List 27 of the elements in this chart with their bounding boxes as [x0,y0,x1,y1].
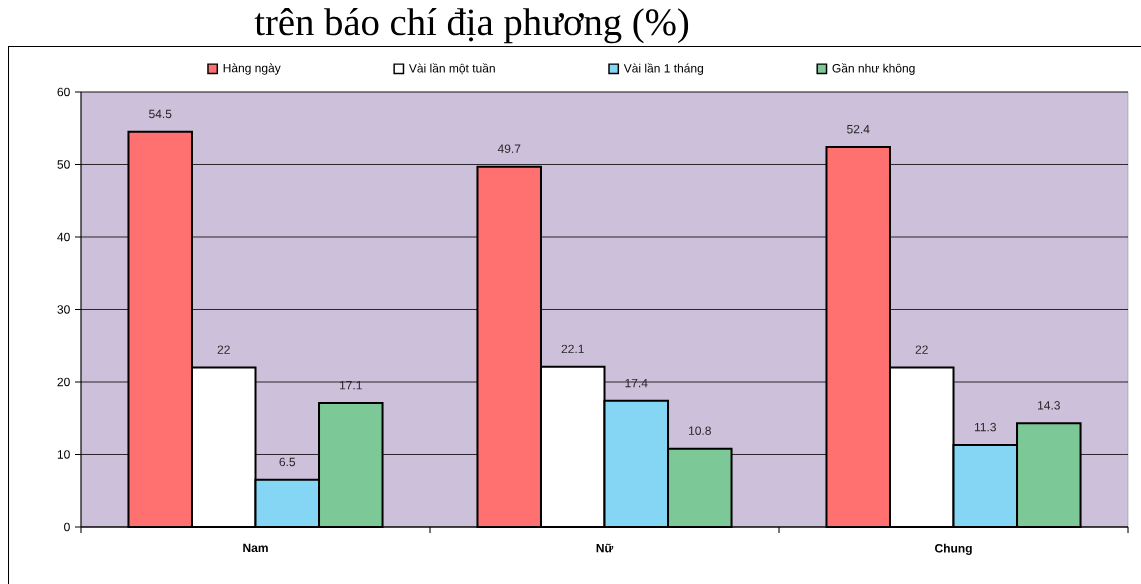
y-tick-label: 50 [57,160,70,169]
data-label: 11.3 [974,422,996,432]
legend-label: Gần như không [832,63,915,75]
x-tick-label: Chung [935,543,972,555]
legend-label: Hàng ngày [223,63,281,75]
data-label: 49.7 [497,144,521,153]
data-label: 52.4 [847,124,870,134]
y-tick-label: 60 [57,87,70,97]
data-label: 17.4 [625,378,648,388]
data-label: 22 [217,345,230,354]
x-tick-label: Nữ [596,543,614,553]
data-label: 10.8 [689,426,711,435]
data-label: 22.1 [561,344,584,354]
x-tick-label: Nam [243,543,268,553]
y-tick-label: 20 [57,377,70,387]
y-tick-label: 10 [57,450,70,459]
y-tick-label: 0 [64,522,70,532]
y-tick-label: 40 [57,232,70,242]
legend-label: Vài lần một tuần [408,63,495,75]
data-label: 54.5 [149,109,172,119]
data-label: 22 [915,345,928,354]
chart-title: trên báo chí địa phương (%) [254,8,689,44]
data-label: 6.5 [279,457,296,467]
data-label: 14.3 [1038,401,1060,410]
data-label: 17.1 [340,381,362,390]
legend-label: Vài lần 1 tháng [623,63,703,75]
y-tick-label: 30 [57,305,70,314]
